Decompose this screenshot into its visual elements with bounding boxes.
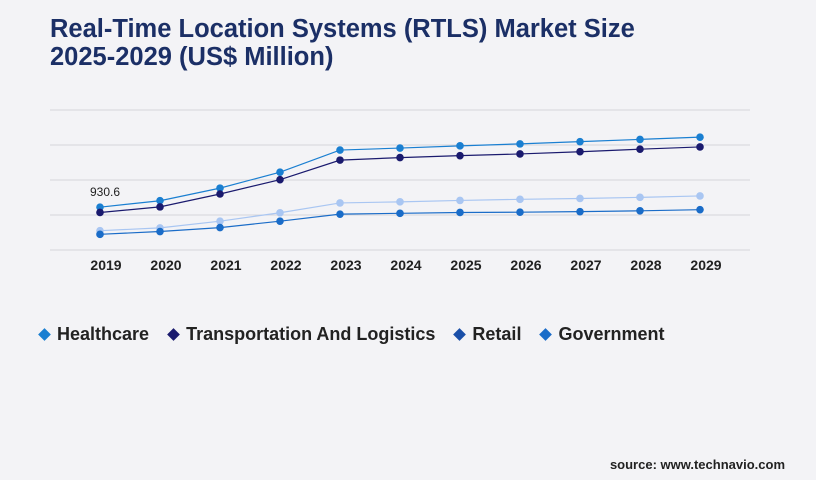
x-tick-label: 2027: [570, 257, 601, 273]
data-point: [96, 203, 104, 211]
data-point: [516, 195, 524, 204]
x-tick-label: 2028: [630, 257, 661, 273]
data-point: [696, 192, 704, 200]
page-title: Real-Time Location Systems (RTLS) Market…: [50, 15, 635, 71]
legend-marker-icon: [38, 328, 51, 341]
data-point: [336, 210, 344, 218]
data-point: [636, 193, 644, 202]
legend-marker-icon: [453, 328, 467, 341]
data-point: [576, 137, 584, 146]
data-point: [276, 208, 284, 217]
legend-item: Transportation And Logistics: [167, 324, 436, 345]
legend-item: Healthcare: [38, 324, 150, 345]
data-point: [216, 184, 224, 192]
chart-legend: Healthcare Transportation And Logistics Re…: [38, 324, 684, 345]
x-tick-label: 2020: [150, 257, 181, 273]
data-point: [576, 207, 584, 216]
data-point: [636, 207, 644, 215]
data-point: [456, 142, 464, 150]
data-point: [696, 143, 704, 151]
data-point: [336, 156, 344, 164]
legend-label: Healthcare: [57, 324, 150, 344]
x-tick-label: 2025: [450, 257, 481, 273]
data-point: [216, 223, 224, 232]
legend-item: Government: [539, 324, 665, 345]
data-point: [276, 168, 284, 176]
data-point: [96, 208, 104, 217]
data-point: [636, 145, 644, 153]
data-point: [156, 227, 164, 236]
data-point: [276, 217, 284, 225]
legend-label: Transportation And Logistics: [186, 324, 436, 344]
data-point: [336, 199, 344, 207]
data-point: [576, 194, 584, 203]
data-point: [636, 135, 644, 144]
legend-marker-icon: [167, 328, 180, 341]
source-credit: source: www.technavio.com: [609, 457, 785, 472]
data-point: [216, 217, 224, 225]
data-point: [456, 196, 464, 205]
data-point: [516, 140, 524, 148]
data-point: [276, 175, 284, 184]
x-tick-label: 2023: [330, 257, 361, 273]
data-point: [396, 153, 404, 162]
x-tick-label: 2019: [90, 257, 121, 273]
line-chart: 930.6 2019 2020 2021 2022 2023 2024 2025 2026 202…: [50, 109, 750, 273]
x-tick-label: 2022: [270, 257, 301, 273]
data-point: [396, 198, 404, 206]
data-point: [456, 151, 464, 160]
x-tick-label: 2026: [510, 257, 541, 273]
data-point: [156, 203, 164, 211]
data-point: [216, 190, 224, 198]
legend-item: Retail: [453, 324, 522, 345]
data-point: [516, 208, 524, 216]
legend-marker-icon: [539, 328, 553, 341]
data-point: [696, 205, 704, 214]
data-label: 930.6: [90, 185, 120, 199]
x-tick-label: 2024: [390, 257, 421, 273]
legend-label: Retail: [472, 324, 522, 344]
data-point: [396, 209, 404, 218]
data-point: [336, 146, 344, 154]
legend-label: Government: [558, 324, 665, 344]
data-point: [96, 230, 104, 239]
data-point: [516, 150, 524, 158]
data-point: [696, 133, 704, 141]
data-point: [156, 196, 164, 205]
data-point: [456, 208, 464, 217]
x-tick-label: 2021: [210, 257, 241, 273]
data-point: [576, 147, 584, 156]
data-point: [396, 144, 404, 152]
x-tick-label: 2029: [690, 257, 721, 273]
